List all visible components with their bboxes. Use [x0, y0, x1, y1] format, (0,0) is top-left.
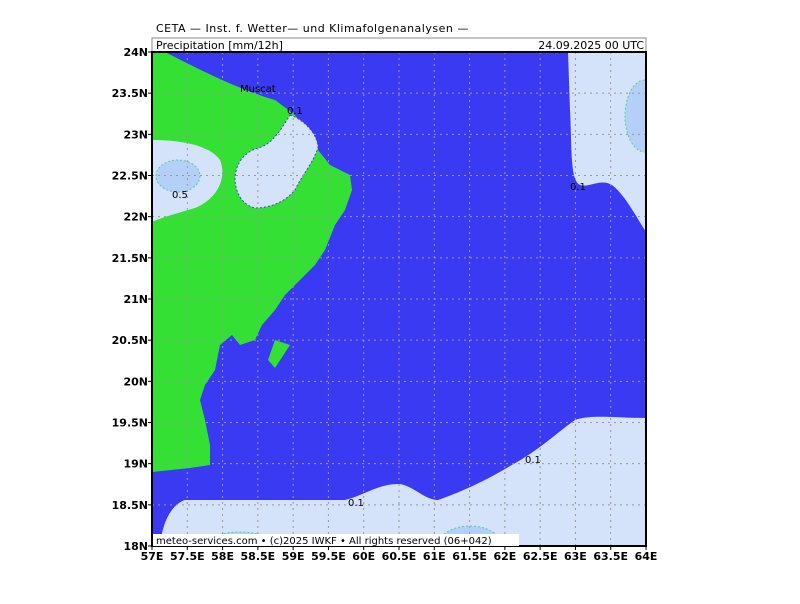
island [268, 340, 290, 368]
light-precip [160, 416, 646, 546]
contour-label: 0.1 [348, 498, 364, 509]
lat-label: 20.5N [112, 334, 148, 347]
lon-label: 57.5E [170, 550, 205, 563]
lon-label: 57E [141, 550, 164, 563]
contour-label: 0.1 [525, 455, 541, 466]
lat-label: 23N [123, 128, 148, 141]
lat-label: 24N [123, 46, 148, 59]
lon-label: 61.5E [452, 550, 487, 563]
lon-label: 59.5E [311, 550, 346, 563]
lon-label: 63E [564, 550, 587, 563]
header: CETA — Inst. f. Wetter— und Klimafolgena… [156, 22, 469, 35]
footer-box [153, 534, 519, 546]
title: Precipitation [mm/12h] [156, 39, 283, 52]
place-label: Muscat [240, 84, 276, 95]
footer: meteo-services.com • (c)2025 IWKF • All … [156, 536, 492, 547]
lat-label: 21.5N [112, 252, 148, 265]
contour-label: 0.5 [172, 190, 188, 201]
axes: 57E 57.5E 58E 58.5E 59E 59.5E 60E 60.5E 61E 61.5E… [112, 46, 658, 563]
grid [152, 52, 646, 546]
lat-label: 19N [123, 458, 148, 471]
lat-label: 18N [123, 540, 148, 553]
lat-label: 22N [123, 211, 148, 224]
lon-label: 58E [211, 550, 234, 563]
lat-label: 19.5N [112, 417, 148, 430]
lat-label: 18.5N [112, 499, 148, 512]
contour-label: 0.1 [287, 106, 303, 117]
contour-label: 0.1 [570, 182, 586, 193]
lon-label: 63.5E [593, 550, 628, 563]
lon-label: 61E [423, 550, 446, 563]
lon-label: 60E [352, 550, 375, 563]
lat-label: 21N [123, 293, 148, 306]
lon-label: 59E [282, 550, 305, 563]
lat-label: 23.5N [112, 87, 148, 100]
lon-label: 62.5E [523, 550, 558, 563]
lon-label: 62E [493, 550, 516, 563]
lon-label: 60.5E [382, 550, 417, 563]
light-precip [568, 52, 646, 232]
lon-label: 58.5E [241, 550, 276, 563]
light-precip [234, 114, 319, 209]
lat-label: 22.5N [112, 170, 148, 183]
lat-label: 20N [123, 375, 148, 388]
lon-label: 64E [635, 550, 658, 563]
map [152, 52, 646, 546]
date: 24.09.2025 00 UTC [538, 39, 644, 52]
